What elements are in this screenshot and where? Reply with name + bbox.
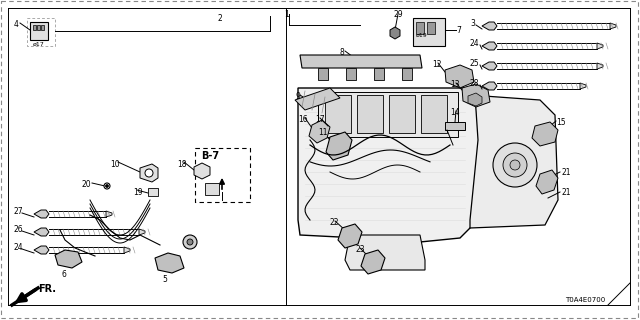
Bar [205,183,219,195]
Polygon shape [536,170,558,194]
Bar [30,22,48,40]
Text: 2: 2 [218,14,223,23]
Text: ø19: ø19 [416,33,428,38]
Circle shape [183,235,197,249]
Polygon shape [462,84,490,107]
Text: B-7: B-7 [201,151,219,161]
Text: 17: 17 [315,115,324,124]
Text: 9: 9 [295,92,300,101]
Text: 29: 29 [393,10,403,19]
Bar [33,25,36,30]
Polygon shape [597,43,603,49]
Polygon shape [470,95,558,228]
Text: 16: 16 [298,115,308,124]
Text: 20: 20 [82,180,92,189]
Bar [421,95,447,133]
Text: 27: 27 [14,207,24,216]
Text: 21: 21 [562,168,572,177]
Polygon shape [34,228,49,236]
Polygon shape [34,210,49,218]
Bar [318,92,458,137]
Polygon shape [482,82,497,90]
Text: 19: 19 [133,188,143,197]
Polygon shape [318,68,328,80]
Circle shape [503,153,527,177]
Text: 22: 22 [330,218,339,227]
Polygon shape [295,88,340,110]
Circle shape [145,169,153,177]
Polygon shape [124,247,130,253]
Polygon shape [610,23,616,29]
Text: 11: 11 [318,128,328,137]
Circle shape [510,160,520,170]
Text: 24: 24 [14,243,24,252]
Text: 18: 18 [177,160,186,169]
Text: 8: 8 [340,48,345,57]
Polygon shape [300,55,422,68]
Polygon shape [326,132,352,160]
Bar [325,95,351,133]
Text: 13: 13 [450,80,460,89]
Polygon shape [55,250,82,268]
Text: 28: 28 [470,79,479,88]
Bar [195,148,250,202]
Circle shape [493,143,537,187]
Polygon shape [482,22,497,30]
Text: 21: 21 [562,188,572,197]
Polygon shape [597,63,603,69]
Polygon shape [155,253,184,273]
Bar [445,122,465,130]
Polygon shape [390,27,400,39]
Polygon shape [361,250,385,274]
Polygon shape [338,224,362,248]
Circle shape [187,239,193,245]
Polygon shape [298,88,480,242]
Bar [427,22,435,34]
Bar [37,25,40,30]
Polygon shape [345,235,425,270]
Polygon shape [482,62,497,70]
Bar [413,18,445,46]
Bar [41,25,44,30]
Text: 25: 25 [470,59,479,68]
Polygon shape [140,164,158,182]
Polygon shape [194,163,210,179]
Bar [416,22,424,34]
Polygon shape [580,83,586,89]
Polygon shape [346,68,356,80]
Polygon shape [482,42,497,50]
Polygon shape [139,229,145,235]
Polygon shape [309,120,330,143]
Polygon shape [402,68,412,80]
Text: FR.: FR. [38,284,56,294]
Text: 4: 4 [14,20,19,29]
Text: 12: 12 [432,60,442,69]
Text: 23: 23 [355,245,365,254]
Text: 26: 26 [14,225,24,234]
Polygon shape [468,93,482,106]
Text: T0A4E0700: T0A4E0700 [565,297,605,303]
Bar [27,18,55,46]
Polygon shape [445,65,474,88]
Text: ø17: ø17 [33,42,45,47]
Polygon shape [34,246,49,254]
Text: 14: 14 [450,108,460,117]
Text: 15: 15 [556,118,566,127]
Bar [148,188,158,196]
Text: 5: 5 [162,275,167,284]
Text: 10: 10 [110,160,120,169]
Polygon shape [106,211,112,217]
Circle shape [106,185,109,188]
Text: 24: 24 [470,39,479,48]
Bar [389,95,415,133]
Circle shape [104,183,110,189]
Text: 6: 6 [62,270,67,279]
Text: 7: 7 [456,26,461,35]
Polygon shape [374,68,384,80]
Polygon shape [532,122,558,146]
Text: 3: 3 [470,19,475,28]
Bar [357,95,383,133]
Text: 1: 1 [284,10,289,19]
